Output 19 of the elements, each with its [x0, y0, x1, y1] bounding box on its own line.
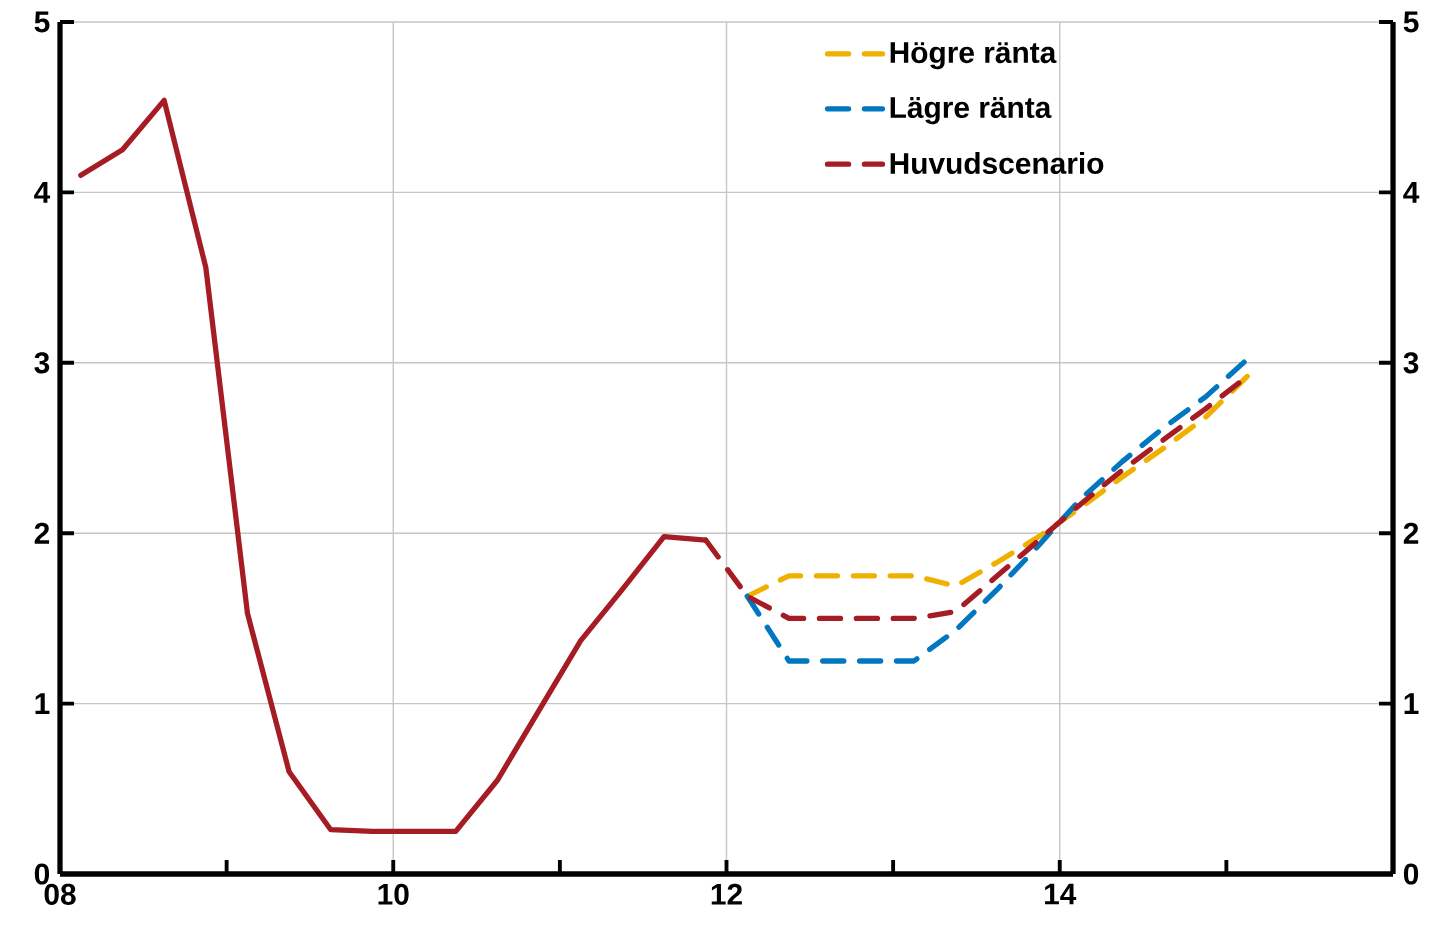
- y-tick-label: 3: [34, 352, 50, 374]
- x-tick-label: 10: [378, 883, 409, 905]
- y-tick-label: 2: [34, 522, 50, 544]
- y2-tick-label: 3: [1403, 352, 1419, 374]
- y-tick-label: 5: [34, 11, 50, 33]
- legend-label: Huvudscenario: [890, 152, 1104, 175]
- y2-tick-label: 1: [1404, 693, 1419, 714]
- y-tick-label: 4: [34, 182, 51, 203]
- x-tick-label: 12: [711, 883, 742, 905]
- x-tick-label: 08: [44, 883, 76, 905]
- x-tick-label: 14: [1045, 883, 1077, 905]
- legend-label: Högre ränta: [890, 42, 1057, 70]
- y2-tick-label: 4: [1403, 182, 1420, 203]
- y-tick-label: 0: [34, 863, 50, 885]
- y2-tick-label: 2: [1403, 522, 1419, 544]
- y2-tick-label: 0: [1403, 863, 1419, 885]
- y2-tick-label: 5: [1403, 11, 1419, 33]
- y-tick-label: 1: [35, 693, 50, 714]
- legend-label: Lägre ränta: [890, 97, 1052, 125]
